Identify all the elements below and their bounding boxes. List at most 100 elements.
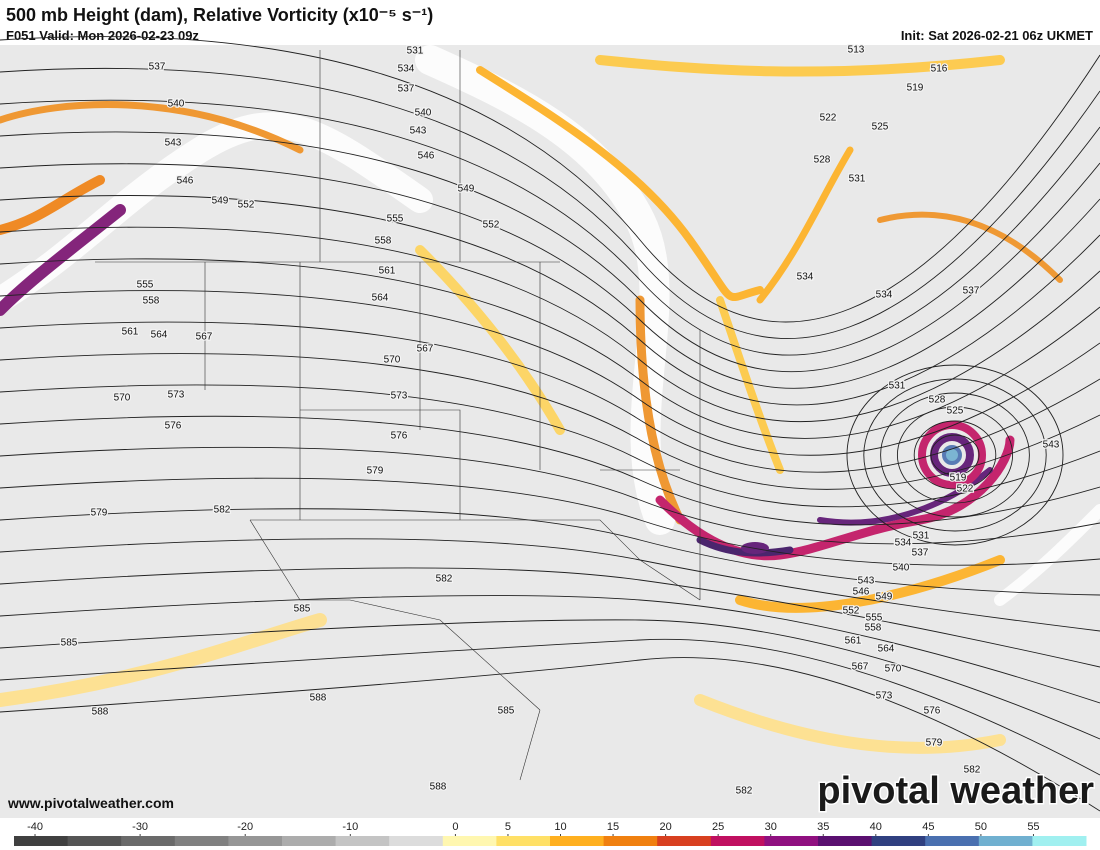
colorbar-cell <box>550 836 605 846</box>
contour-label: 537 <box>963 286 980 297</box>
colorbar-tick-label: 20 <box>659 821 671 833</box>
contour-label: 531 <box>849 174 866 185</box>
contour-label: 558 <box>865 623 882 634</box>
colorbar-tick-label: 40 <box>870 821 882 833</box>
vorticity-streak <box>476 66 764 301</box>
contour-label: 537 <box>912 548 929 559</box>
contour-label: 567 <box>852 662 869 673</box>
colorbar-tick-label: -30 <box>132 821 148 833</box>
contour-line <box>0 131 1100 373</box>
contour-line <box>846 364 1064 546</box>
contour-line <box>0 290 1100 456</box>
contour-label: 528 <box>929 395 946 406</box>
contour-label: 552 <box>238 200 255 211</box>
height-contours <box>0 36 1100 812</box>
contour-label: 567 <box>417 344 434 355</box>
contour-label: 519 <box>907 83 924 94</box>
contour-label: 576 <box>924 706 941 717</box>
colorbar-cell <box>925 836 980 846</box>
contour-label: 531 <box>913 531 930 542</box>
contour-label: 522 <box>957 484 974 495</box>
contour-label: 588 <box>430 782 447 793</box>
contour-label: 534 <box>797 272 814 283</box>
contour-label: 534 <box>876 290 893 301</box>
vorticity-field <box>0 45 1100 754</box>
colorbar: -40 -30 -20 -10 0 5 10 15 20 25 30 35 40 45 50 55 <box>14 821 1087 846</box>
vorticity-streak <box>0 101 304 154</box>
contour-line <box>0 619 1100 740</box>
colorbar-cell <box>121 836 176 846</box>
contour-label: 537 <box>398 84 415 95</box>
contour-label: 558 <box>143 296 160 307</box>
contour-label: 561 <box>122 327 139 338</box>
vorticity-streak <box>735 555 1005 613</box>
contour-label: 543 <box>410 126 427 137</box>
contour-line <box>930 434 980 476</box>
colorbar-cell <box>603 836 658 846</box>
contour-label: 546 <box>177 176 194 187</box>
contour-line <box>0 384 1100 508</box>
contour-line <box>0 638 1100 776</box>
colorbar-tick-label: 50 <box>975 821 987 833</box>
contour-label: 570 <box>114 393 131 404</box>
colorbar-cell <box>67 836 122 846</box>
state-borders <box>95 50 701 601</box>
colorbar-tick-label: 55 <box>1027 821 1039 833</box>
colorbar-tick-label: 15 <box>607 821 619 833</box>
contour-label: 564 <box>878 644 895 655</box>
colorbar-tick-label: 25 <box>712 821 724 833</box>
contour-label: 576 <box>391 431 408 442</box>
contour-label: 579 <box>926 738 943 749</box>
contour-label: 573 <box>876 691 893 702</box>
contour-label: 543 <box>1043 440 1060 451</box>
contour-label: 552 <box>483 220 500 231</box>
vorticity-streak <box>0 613 327 707</box>
contour-label: 534 <box>398 64 415 75</box>
colorbar-tick-label: 35 <box>817 821 829 833</box>
watermark: pivotal weather <box>817 770 1094 812</box>
contour-line <box>896 406 1014 504</box>
borders <box>95 50 701 781</box>
contour-line <box>863 378 1047 532</box>
colorbar-tick-label: -40 <box>27 821 43 833</box>
contour-label: 516 <box>931 64 948 75</box>
contour-label: 576 <box>165 421 182 432</box>
vorticity-streak <box>694 694 1006 754</box>
colorbar-cell <box>442 836 497 846</box>
contour-line <box>0 657 1100 812</box>
contour-line <box>0 163 1100 389</box>
contour-label: 561 <box>845 636 862 647</box>
contour-label: 570 <box>384 355 401 366</box>
contour-line <box>0 446 1100 545</box>
contour-line <box>0 415 1100 526</box>
contour-label: 579 <box>367 466 384 477</box>
contour-line <box>0 36 1100 323</box>
contour-label: 528 <box>814 155 831 166</box>
website: www.pivotalweather.com <box>7 795 174 811</box>
contour-label: 582 <box>436 574 453 585</box>
vorticity-streak <box>756 146 854 304</box>
contour-line <box>0 195 1100 406</box>
vorticity-streak <box>0 204 126 316</box>
contour-label: 540 <box>893 563 910 574</box>
contour-label: 582 <box>214 505 231 516</box>
contour-label: 540 <box>168 99 185 110</box>
vorticity-streak <box>994 504 1100 606</box>
contour-label: 570 <box>885 664 902 675</box>
colorbar-tick-label: 5 <box>505 821 511 833</box>
contour-label: 555 <box>866 613 883 624</box>
colorbar-cell <box>228 836 283 846</box>
country-border <box>249 519 541 781</box>
contour-label: 525 <box>872 122 889 133</box>
contour-label: 555 <box>137 280 154 291</box>
contour-label: 585 <box>61 638 78 649</box>
colorbar-cell <box>978 836 1033 846</box>
contour-label: 582 <box>736 786 753 797</box>
contour-label: 585 <box>294 604 311 615</box>
contour-label: 564 <box>151 330 168 341</box>
colorbar-cell <box>389 836 444 846</box>
contour-label: 549 <box>876 592 893 603</box>
contour-label: 588 <box>92 707 109 718</box>
contour-label: 522 <box>820 113 837 124</box>
contour-label: 543 <box>858 576 875 587</box>
